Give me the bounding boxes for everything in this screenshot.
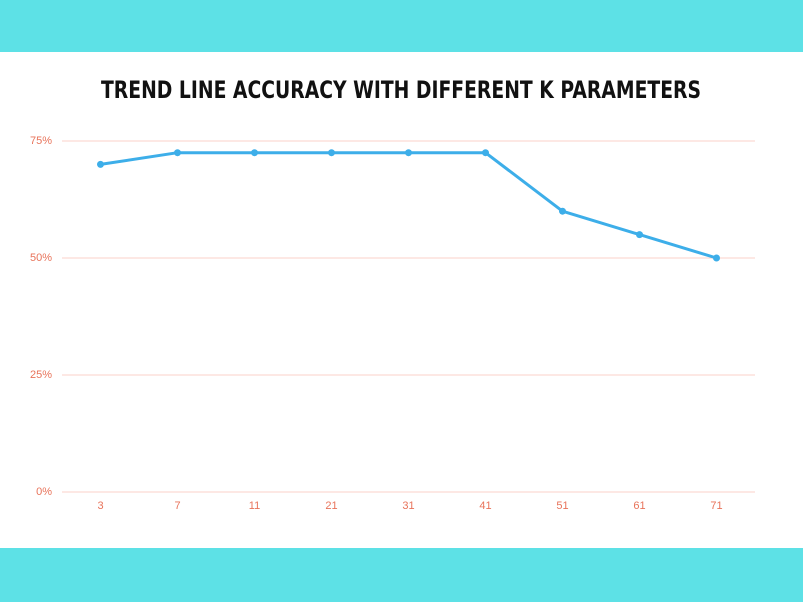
x-tick-label: 51 [556, 500, 568, 512]
y-tick-label: 0% [36, 486, 52, 498]
trend-line [100, 151, 717, 260]
top-band [0, 0, 803, 52]
x-tick-label: 71 [710, 500, 722, 512]
x-tick-label: 11 [249, 500, 260, 512]
data-point [713, 254, 720, 262]
x-tick-label: 61 [633, 500, 645, 512]
data-point [636, 231, 643, 239]
data-point [559, 207, 566, 215]
x-tick-label: 3 [97, 500, 103, 512]
y-tick-label: 75% [30, 135, 52, 147]
x-tick-label: 7 [174, 500, 180, 512]
data-point [251, 149, 258, 157]
data-point [482, 149, 489, 157]
x-tick-label: 41 [479, 500, 491, 512]
x-tick-label: 21 [325, 500, 337, 512]
data-point [328, 149, 335, 157]
data-point [174, 149, 181, 157]
x-tick-label: 31 [402, 500, 414, 512]
data-point [405, 149, 412, 157]
y-tick-label: 50% [30, 252, 52, 264]
bottom-band [0, 548, 803, 602]
y-tick-label: 25% [30, 369, 52, 381]
chart-title: TREND LINE ACCURACY WITH DIFFERENT K PAR… [101, 76, 701, 104]
data-point [97, 160, 104, 168]
